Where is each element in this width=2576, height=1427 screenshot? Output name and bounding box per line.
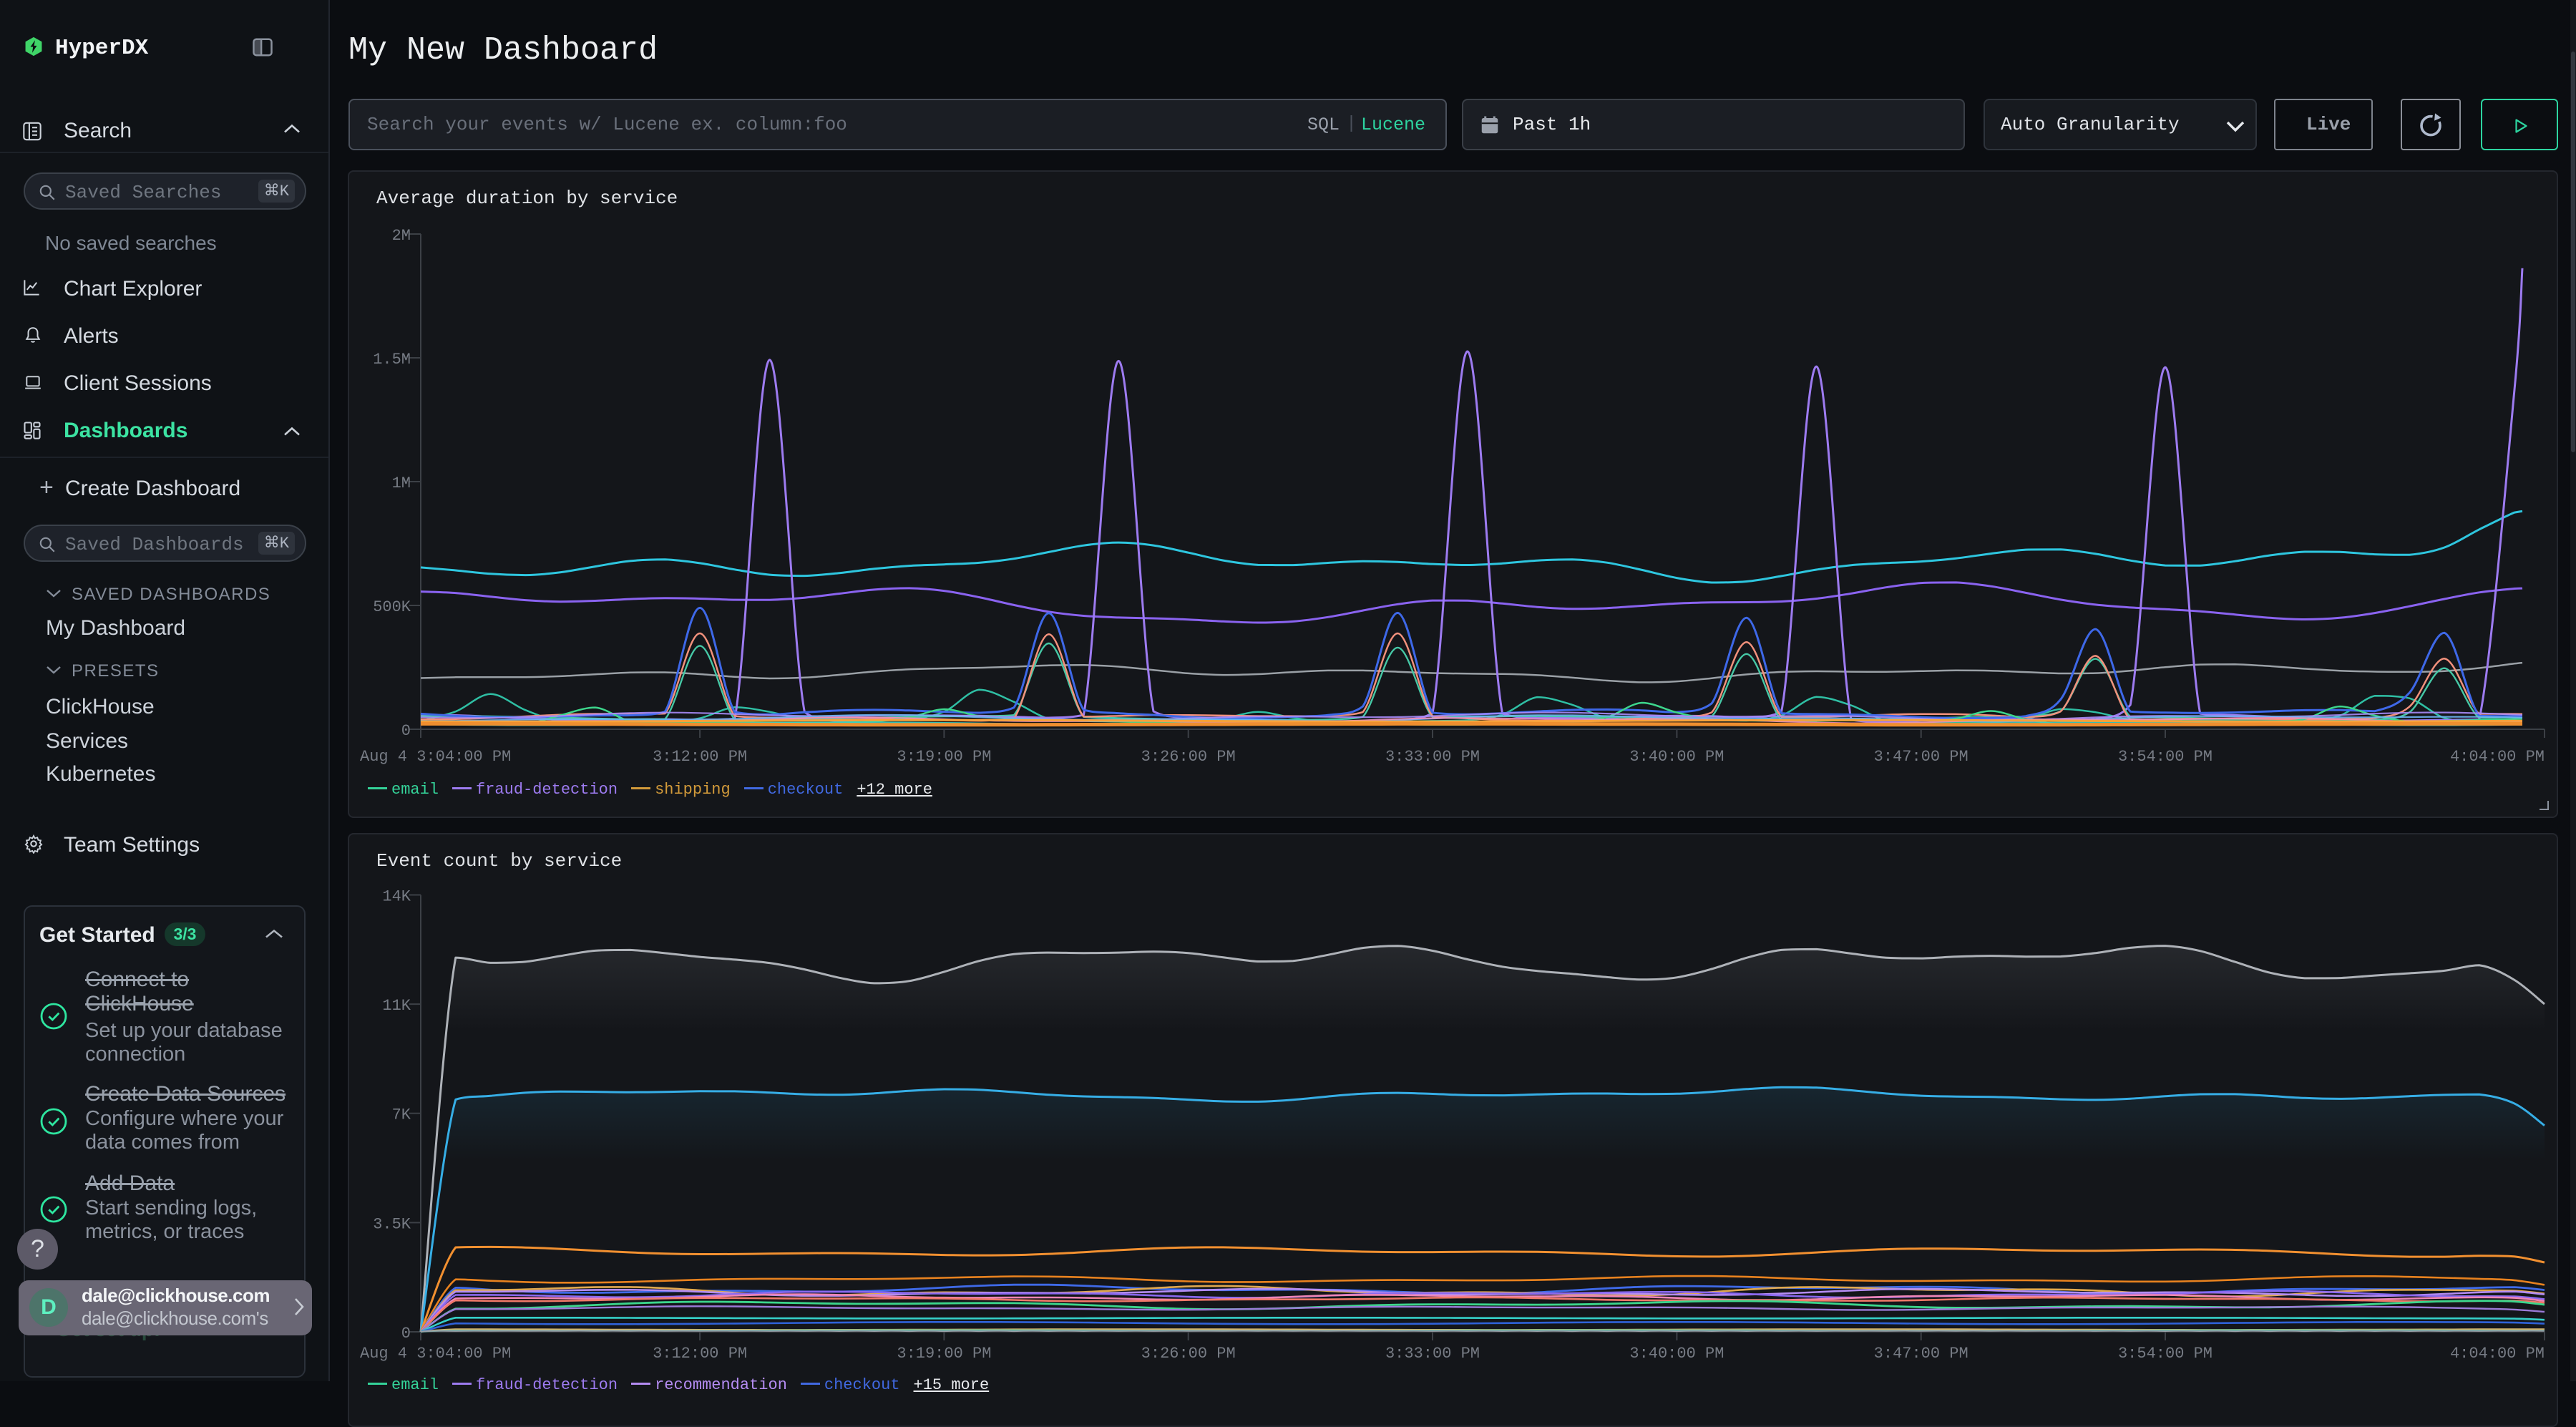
- svg-text:14K: 14K: [382, 888, 411, 906]
- svg-text:2M: 2M: [392, 227, 411, 245]
- svg-text:3:12:00 PM: 3:12:00 PM: [653, 748, 747, 766]
- svg-text:0: 0: [401, 1325, 411, 1343]
- svg-text:11K: 11K: [382, 997, 411, 1015]
- svg-text:3:19:00 PM: 3:19:00 PM: [897, 748, 991, 766]
- svg-text:500K: 500K: [373, 598, 411, 616]
- svg-text:7K: 7K: [392, 1106, 411, 1124]
- svg-text:3:40:00 PM: 3:40:00 PM: [1629, 748, 1724, 766]
- svg-text:3:33:00 PM: 3:33:00 PM: [1385, 748, 1480, 766]
- svg-text:3:47:00 PM: 3:47:00 PM: [1874, 748, 1968, 766]
- svg-text:3:47:00 PM: 3:47:00 PM: [1874, 1345, 1968, 1363]
- svg-text:3:26:00 PM: 3:26:00 PM: [1141, 1345, 1236, 1363]
- svg-text:1M: 1M: [392, 474, 411, 492]
- svg-text:Aug 4 3:04:00 PM: Aug 4 3:04:00 PM: [360, 1345, 511, 1363]
- svg-text:3:54:00 PM: 3:54:00 PM: [2118, 1345, 2212, 1363]
- svg-text:Aug 4 3:04:00 PM: Aug 4 3:04:00 PM: [360, 748, 511, 766]
- svg-text:0: 0: [401, 722, 411, 740]
- svg-text:3:12:00 PM: 3:12:00 PM: [653, 1345, 747, 1363]
- svg-text:3:54:00 PM: 3:54:00 PM: [2118, 748, 2212, 766]
- svg-text:3:40:00 PM: 3:40:00 PM: [1629, 1345, 1724, 1363]
- svg-text:4:04:00 PM: 4:04:00 PM: [2450, 748, 2545, 766]
- svg-text:3:26:00 PM: 3:26:00 PM: [1141, 748, 1236, 766]
- svg-text:4:04:00 PM: 4:04:00 PM: [2450, 1345, 2545, 1363]
- svg-text:3:19:00 PM: 3:19:00 PM: [897, 1345, 991, 1363]
- svg-text:1.5M: 1.5M: [373, 351, 411, 369]
- svg-text:3:33:00 PM: 3:33:00 PM: [1385, 1345, 1480, 1363]
- svg-text:3.5K: 3.5K: [373, 1215, 411, 1233]
